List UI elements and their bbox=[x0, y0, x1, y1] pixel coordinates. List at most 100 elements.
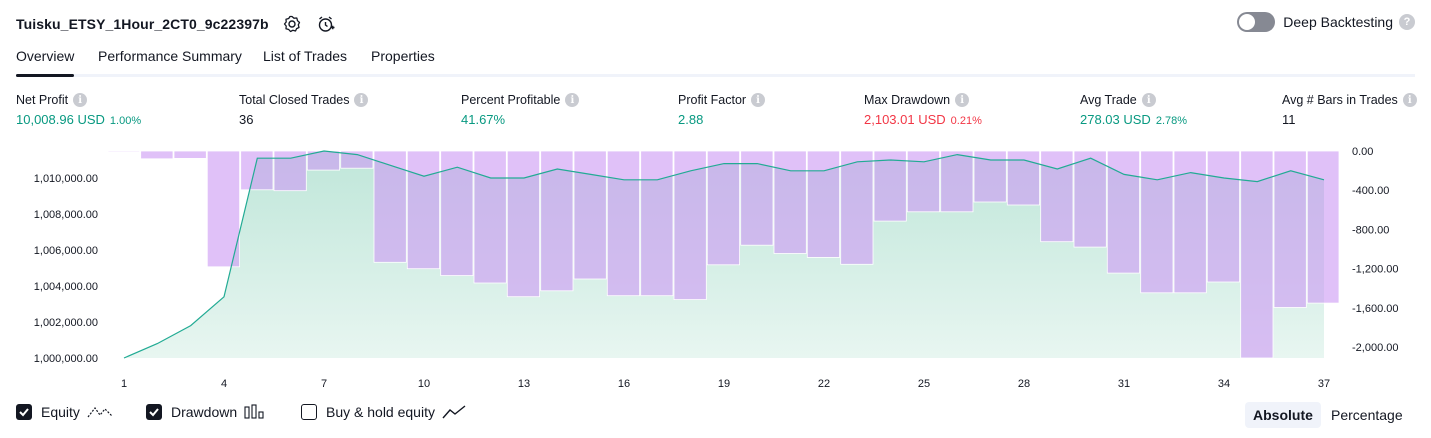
legend-buy-hold-equity[interactable]: Buy & hold equity bbox=[301, 404, 466, 420]
drawdown-bar bbox=[440, 150, 474, 276]
stat-max-drawdown: Max Drawdown i 2,103.01 USD 0.21% bbox=[864, 93, 982, 127]
left-axis-tick-label: 1,000,000.00 bbox=[34, 353, 98, 365]
stat-percent: 2.78% bbox=[1155, 115, 1188, 127]
tab-properties[interactable]: Properties bbox=[371, 48, 435, 64]
x-axis-tick-label: 7 bbox=[321, 378, 327, 390]
toggle-knob bbox=[1239, 14, 1256, 30]
drawdown-bar bbox=[1006, 150, 1040, 206]
equity-checkbox[interactable] bbox=[16, 404, 32, 420]
percentage-mode-button[interactable]: Percentage bbox=[1331, 407, 1403, 423]
legend-drawdown[interactable]: Drawdown bbox=[146, 404, 266, 420]
drawdown-label: Drawdown bbox=[171, 404, 238, 420]
tab-performance-summary[interactable]: Performance Summary bbox=[98, 48, 242, 64]
info-icon[interactable]: i bbox=[1141, 93, 1156, 107]
stat-avg-trade: Avg Trade i 278.03 USD 2.78% bbox=[1080, 93, 1187, 127]
tab-overview[interactable]: Overview bbox=[16, 48, 75, 77]
stat-value: 278.03 USD bbox=[1080, 112, 1151, 127]
strategy-header: Tuisku_ETSY_1Hour_2CT0_9c22397b bbox=[16, 10, 337, 38]
drawdown-bar bbox=[1106, 150, 1141, 274]
stat-label: Percent Profitable bbox=[461, 93, 561, 107]
drawdown-bar bbox=[173, 150, 207, 159]
tab-list-of-trades[interactable]: List of Trades bbox=[263, 48, 348, 64]
stat-net-profit: Net Profit i 10,008.96 USD 1.00% bbox=[16, 93, 141, 127]
right-axis-tick-label: -1,600.00 bbox=[1352, 303, 1398, 315]
drawdown-bar bbox=[206, 150, 241, 268]
settings-gear-icon[interactable] bbox=[281, 13, 303, 35]
buy-hold-checkbox[interactable] bbox=[301, 404, 317, 420]
x-axis-tick-label: 31 bbox=[1118, 378, 1130, 390]
x-axis-tick-label: 13 bbox=[518, 378, 530, 390]
x-axis-tick-label: 16 bbox=[618, 378, 630, 390]
info-icon[interactable]: i bbox=[565, 93, 580, 107]
buy-hold-line-icon bbox=[442, 404, 466, 420]
stat-value: 2.88 bbox=[678, 112, 704, 127]
equity-drawdown-chart[interactable]: 1,000,000.00 1,002,000.00 1,004,000.00 1,00… bbox=[0, 140, 1431, 395]
drawdown-bar bbox=[1206, 150, 1241, 283]
x-axis-tick-label: 25 bbox=[918, 378, 930, 390]
right-axis-tick-label: 0.00 bbox=[1352, 146, 1373, 158]
deep-backtesting-label: Deep Backtesting bbox=[1283, 14, 1393, 30]
drawdown-bar bbox=[806, 150, 840, 258]
info-icon[interactable]: i bbox=[955, 93, 970, 107]
deep-backtesting-toggle[interactable] bbox=[1237, 12, 1276, 32]
stat-avg-bars-in-trades: Avg # Bars in Trades i 11 bbox=[1282, 93, 1417, 127]
stat-label: Total Closed Trades bbox=[239, 93, 350, 107]
drawdown-bar bbox=[107, 150, 141, 153]
drawdown-checkbox[interactable] bbox=[146, 404, 162, 420]
equity-line-icon bbox=[87, 404, 113, 420]
stat-percent-profitable: Percent Profitable i 41.67% bbox=[461, 93, 580, 127]
stat-label: Avg # Bars in Trades bbox=[1282, 93, 1398, 107]
strategy-title: Tuisku_ETSY_1Hour_2CT0_9c22397b bbox=[16, 16, 269, 32]
add-alert-clock-icon[interactable] bbox=[315, 13, 337, 35]
legend-equity[interactable]: Equity bbox=[16, 404, 113, 420]
x-axis-tick-label: 19 bbox=[718, 378, 730, 390]
stat-value: 2,103.01 USD bbox=[864, 112, 946, 127]
x-axis-tick-label: 28 bbox=[1018, 378, 1030, 390]
drawdown-bar bbox=[1306, 150, 1340, 304]
drawdown-bar bbox=[540, 150, 574, 292]
drawdown-bar bbox=[940, 150, 974, 213]
x-axis-tick-label: 1 bbox=[121, 378, 127, 390]
stat-label: Profit Factor bbox=[678, 93, 747, 107]
stat-label: Max Drawdown bbox=[864, 93, 951, 107]
info-icon[interactable]: i bbox=[73, 93, 88, 107]
absolute-mode-button[interactable]: Absolute bbox=[1245, 402, 1321, 428]
drawdown-bar bbox=[906, 150, 940, 213]
right-axis-tick-label: -400.00 bbox=[1352, 185, 1389, 197]
x-axis-tick-label: 4 bbox=[221, 378, 227, 390]
info-icon[interactable]: i bbox=[751, 93, 766, 107]
drawdown-bar bbox=[406, 150, 440, 270]
stat-percent: 0.21% bbox=[950, 115, 982, 127]
left-axis-tick-label: 1,004,000.00 bbox=[34, 281, 98, 293]
info-icon[interactable]: i bbox=[1402, 93, 1417, 107]
right-axis-tick-label: -800.00 bbox=[1352, 225, 1389, 237]
stat-value: 36 bbox=[239, 112, 254, 127]
right-axis-tick-label: -2,000.00 bbox=[1352, 342, 1398, 354]
stat-total-closed-trades: Total Closed Trades i 36 bbox=[239, 93, 369, 127]
x-axis-tick-label: 37 bbox=[1318, 378, 1330, 390]
stat-profit-factor: Profit Factor i 2.88 bbox=[678, 93, 766, 127]
drawdown-bar bbox=[873, 150, 907, 222]
drawdown-bar bbox=[506, 150, 540, 298]
stat-label: Avg Trade bbox=[1080, 93, 1137, 107]
drawdown-bar bbox=[1040, 150, 1074, 243]
stat-percent: 1.00% bbox=[109, 115, 142, 127]
drawdown-bars-icon bbox=[244, 404, 266, 420]
drawdown-bar bbox=[840, 150, 874, 265]
left-axis-tick-label: 1,002,000.00 bbox=[34, 317, 98, 329]
left-axis-tick-label: 1,008,000.00 bbox=[34, 209, 98, 221]
x-axis-tick-label: 34 bbox=[1218, 378, 1230, 390]
drawdown-bar bbox=[240, 150, 274, 191]
drawdown-bar bbox=[373, 150, 407, 263]
drawdown-bar bbox=[740, 150, 774, 246]
drawdown-bar bbox=[640, 150, 674, 297]
drawdown-bar bbox=[1140, 150, 1174, 294]
help-icon[interactable]: ? bbox=[1399, 14, 1415, 30]
drawdown-bar bbox=[1073, 150, 1107, 248]
drawdown-bar bbox=[1240, 150, 1274, 359]
drawdown-bar bbox=[673, 150, 707, 301]
buy-hold-label: Buy & hold equity bbox=[326, 404, 435, 420]
info-icon[interactable]: i bbox=[354, 93, 369, 107]
stat-value: 41.67% bbox=[461, 112, 506, 127]
right-axis-tick-label: -1,200.00 bbox=[1352, 264, 1398, 276]
